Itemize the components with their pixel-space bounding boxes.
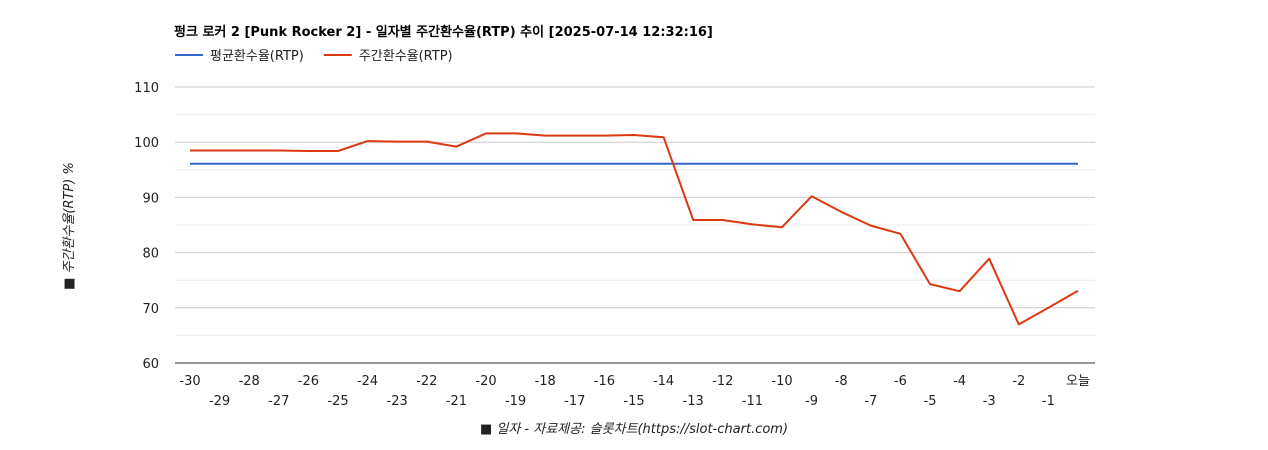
y-axis-ticks: 60 70 80 90 100 110 [134, 81, 159, 372]
x-axis-title: ■ 일자 - 자료제공: 슬롯차트(https://slot-chart.com… [480, 422, 788, 437]
x-tick-label: -8 [835, 374, 848, 389]
x-tick-label: -7 [864, 394, 877, 409]
x-tick-label: -26 [298, 374, 319, 389]
x-tick-label: -15 [623, 394, 644, 409]
x-tick-label: -12 [712, 374, 733, 389]
gridlines [175, 86, 1095, 364]
x-tick-label: -19 [505, 394, 526, 409]
x-tick-label: -20 [475, 374, 496, 389]
x-tick-label: -24 [357, 374, 378, 389]
x-tick-label: -23 [387, 394, 408, 409]
x-tick-label: -29 [209, 394, 230, 409]
legend-label-average: 평균환수율(RTP) [210, 49, 304, 64]
x-axis-ticks: -30-29-28-27-26-25-24-23-22-21-20-19-18-… [179, 374, 1090, 409]
x-tick-label: -5 [924, 394, 937, 409]
x-tick-label: -25 [327, 394, 348, 409]
legend: 평균환수율(RTP) 주간환수율(RTP) [175, 49, 453, 64]
x-tick-label: -30 [179, 374, 200, 389]
x-tick-label: -28 [239, 374, 260, 389]
x-tick-label: -2 [1012, 374, 1025, 389]
y-axis-title: ■ 주간환수율(RTP) % [62, 162, 77, 290]
x-tick-label: -10 [771, 374, 792, 389]
x-tick-label: -22 [416, 374, 437, 389]
x-tick-label: -11 [742, 394, 763, 409]
y-tick-label: 110 [134, 81, 159, 96]
y-tick-label: 60 [142, 357, 159, 372]
x-tick-label: -14 [653, 374, 674, 389]
x-tick-label: -18 [535, 374, 556, 389]
x-tick-label: -21 [446, 394, 467, 409]
x-tick-label: -13 [683, 394, 704, 409]
x-tick-label: -9 [805, 394, 818, 409]
x-tick-label: -27 [268, 394, 289, 409]
y-tick-label: 90 [142, 191, 159, 206]
x-tick-label: 오늘 [1066, 374, 1090, 389]
y-tick-label: 70 [142, 302, 159, 317]
x-tick-label: -6 [894, 374, 907, 389]
x-tick-label: -16 [594, 374, 615, 389]
x-tick-label: -17 [564, 394, 585, 409]
x-tick-label: -3 [983, 394, 996, 409]
chart-title: 펑크 로커 2 [Punk Rocker 2] - 일자별 주간환수율(RTP)… [174, 24, 713, 40]
weekly-rtp-line [190, 132, 1079, 326]
x-tick-label: -4 [953, 374, 966, 389]
y-tick-label: 100 [134, 136, 159, 151]
y-tick-label: 80 [142, 247, 159, 262]
series-lines [190, 132, 1079, 326]
legend-label-weekly: 주간환수율(RTP) [359, 49, 453, 64]
x-tick-label: -1 [1042, 394, 1055, 409]
